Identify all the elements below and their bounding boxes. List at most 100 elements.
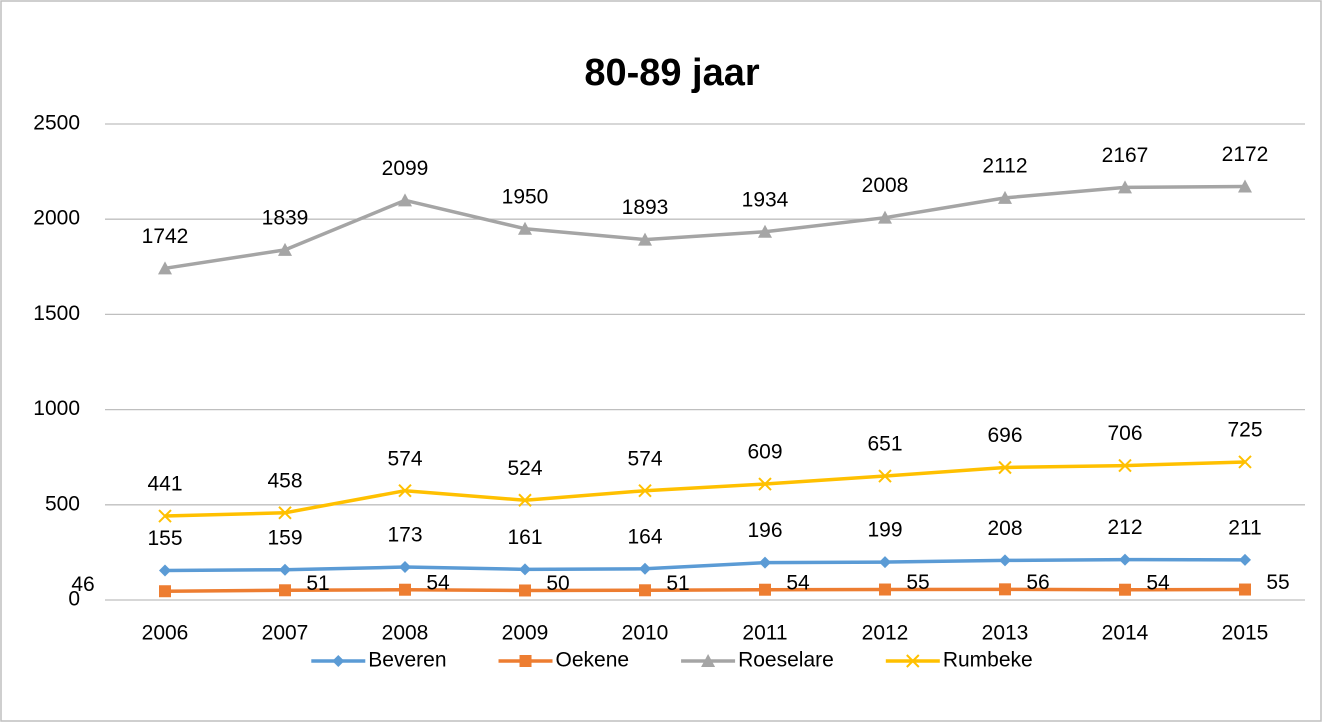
marker <box>158 509 172 523</box>
marker <box>278 242 292 256</box>
data-label: 50 <box>546 572 569 595</box>
series-line <box>164 557 1246 573</box>
marker <box>1238 455 1252 469</box>
data-label: 208 <box>987 517 1022 540</box>
marker <box>278 506 292 520</box>
legend-label: Oekene <box>556 649 630 672</box>
marker <box>701 654 716 667</box>
x-tick-label: 2014 <box>1102 622 1149 645</box>
x-tick-label: 2007 <box>262 622 309 645</box>
marker <box>399 583 411 596</box>
legend-item: Beveren <box>311 649 447 672</box>
x-tick-label: 2009 <box>502 622 549 645</box>
data-label: 1950 <box>502 185 549 208</box>
marker <box>1239 553 1251 566</box>
y-tick-label: 0 <box>68 588 80 611</box>
data-label: 164 <box>627 525 662 548</box>
data-label: 2112 <box>982 154 1027 177</box>
data-label: 55 <box>906 571 929 594</box>
data-label: 458 <box>267 469 302 492</box>
series-line <box>164 587 1246 593</box>
data-label: 161 <box>507 526 542 549</box>
data-label: 524 <box>507 457 542 480</box>
marker <box>879 583 891 596</box>
y-tick-label: 2500 <box>33 112 80 135</box>
marker <box>332 655 345 667</box>
marker <box>999 554 1011 567</box>
marker <box>759 556 771 569</box>
data-label: 2008 <box>862 174 909 197</box>
legend-label: Beveren <box>368 649 446 672</box>
data-label: 2172 <box>1222 143 1269 166</box>
data-label: 46 <box>71 573 94 596</box>
marker <box>1239 583 1251 596</box>
marker <box>399 561 411 574</box>
marker <box>758 477 772 491</box>
marker <box>638 484 652 498</box>
data-label: 725 <box>1227 419 1262 442</box>
data-label: 51 <box>306 572 329 595</box>
x-tick-label: 2006 <box>142 622 189 645</box>
data-label: 651 <box>867 433 902 456</box>
marker <box>1238 179 1252 193</box>
x-tick-label: 2010 <box>622 622 669 645</box>
x-tick-label: 2013 <box>982 622 1029 645</box>
data-label: 1742 <box>142 225 189 248</box>
x-tick-label: 2015 <box>1222 622 1269 645</box>
marker <box>279 563 291 576</box>
legend-label: Rumbeke <box>943 649 1033 672</box>
marker <box>999 583 1011 596</box>
legend-item: Rumbeke <box>885 649 1033 672</box>
data-label: 1839 <box>262 206 309 229</box>
marker <box>638 232 652 246</box>
marker <box>998 190 1012 204</box>
chart-title: 80-89 jaar <box>584 52 760 94</box>
series-line <box>164 184 1246 271</box>
y-tick-label: 2000 <box>33 207 80 230</box>
marker <box>1118 180 1132 194</box>
marker <box>519 584 531 597</box>
marker <box>398 484 412 498</box>
marker <box>878 210 892 224</box>
data-label: 173 <box>387 524 422 547</box>
data-label: 574 <box>627 447 662 470</box>
marker <box>998 460 1012 475</box>
legend-item: Oekene <box>498 649 630 672</box>
marker <box>1118 458 1132 473</box>
marker <box>878 469 892 483</box>
data-label: 159 <box>267 526 302 549</box>
series-line <box>164 460 1246 518</box>
marker <box>758 224 772 238</box>
data-label: 441 <box>147 473 182 496</box>
data-label: 211 <box>1228 516 1261 539</box>
y-tick-label: 500 <box>45 492 80 515</box>
marker <box>906 654 920 668</box>
data-label: 155 <box>147 527 182 550</box>
legend-label: Roeselare <box>738 649 834 672</box>
data-label: 54 <box>426 571 450 594</box>
data-label: 1893 <box>622 196 669 219</box>
marker <box>159 585 171 598</box>
marker <box>159 564 171 577</box>
data-label: 706 <box>1107 422 1142 445</box>
marker <box>279 584 291 597</box>
marker <box>398 193 412 207</box>
data-label: 609 <box>747 441 782 464</box>
marker <box>759 583 771 596</box>
data-label: 1934 <box>742 188 789 211</box>
marker <box>519 563 531 576</box>
y-tick-label: 1000 <box>33 397 80 420</box>
marker <box>1119 553 1131 566</box>
marker <box>639 562 651 575</box>
data-label: 2167 <box>1102 144 1149 167</box>
data-label: 574 <box>387 447 422 470</box>
marker <box>879 556 891 569</box>
legend-item: Roeselare <box>681 649 834 672</box>
data-label: 212 <box>1107 516 1142 539</box>
data-label: 196 <box>747 519 782 542</box>
marker <box>158 261 172 275</box>
x-tick-label: 2008 <box>382 622 429 645</box>
data-label: 56 <box>1026 571 1049 594</box>
